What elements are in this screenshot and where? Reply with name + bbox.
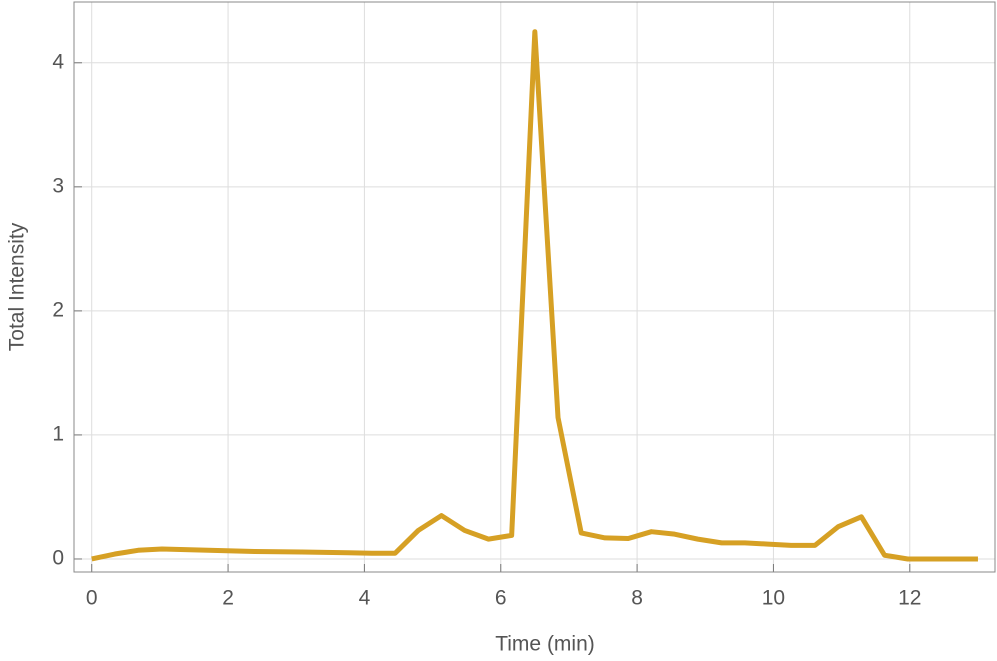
x-axis-label: Time (min) bbox=[495, 633, 595, 656]
y-tick-label: 0 bbox=[52, 547, 64, 570]
x-tick-label: 6 bbox=[495, 587, 507, 610]
x-tick-label: 12 bbox=[898, 587, 921, 610]
y-tick-label: 1 bbox=[52, 422, 64, 445]
x-tick-label: 4 bbox=[359, 587, 371, 610]
y-tick-label: 2 bbox=[52, 298, 64, 321]
y-tick-label: 3 bbox=[52, 174, 64, 197]
x-tick-label: 10 bbox=[762, 587, 785, 610]
x-tick-label: 8 bbox=[631, 587, 643, 610]
x-tick-label: 0 bbox=[86, 587, 98, 610]
x-tick-label: 2 bbox=[222, 587, 234, 610]
plot-frame bbox=[73, 1, 996, 573]
y-tick-label: 4 bbox=[52, 50, 64, 73]
y-axis-label: Total Intensity bbox=[6, 222, 29, 351]
data-line bbox=[91, 29, 978, 562]
